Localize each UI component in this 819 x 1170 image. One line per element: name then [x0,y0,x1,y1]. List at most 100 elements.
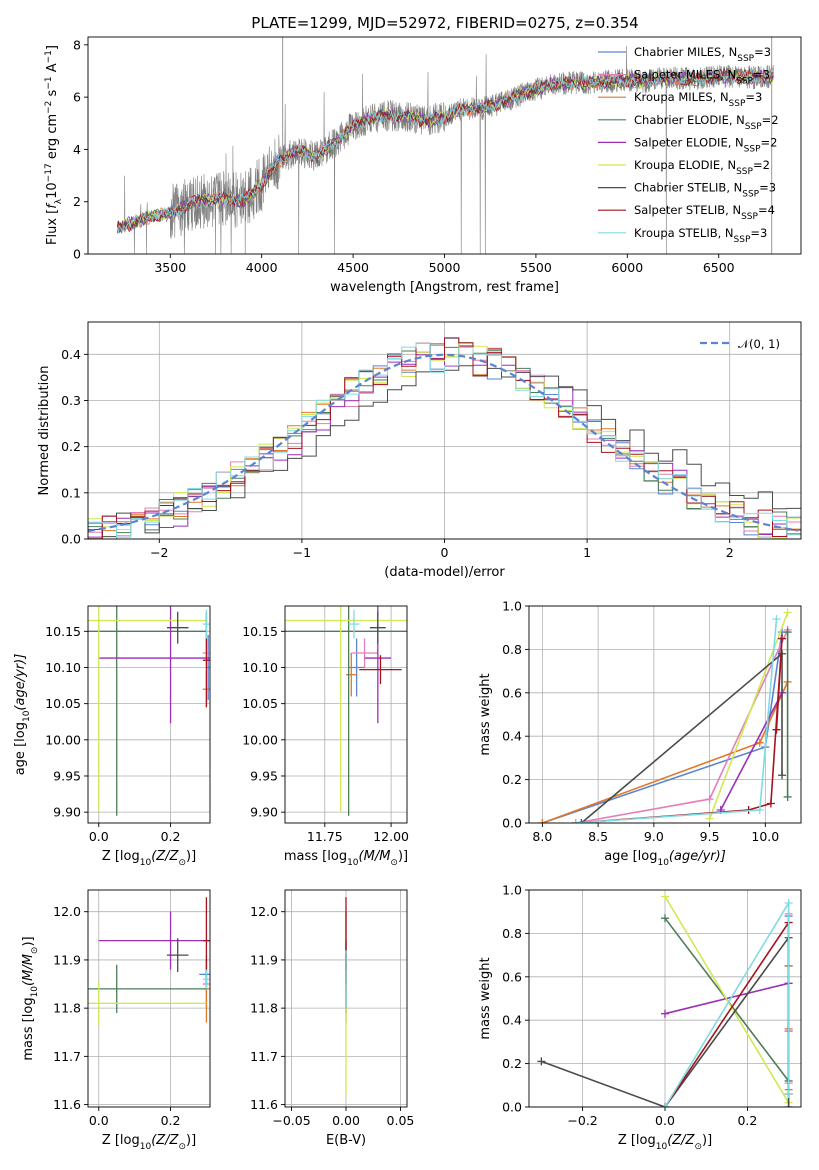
mass-weight-vs-age-x-axis-label: age [log10(age/yr)] [604,849,726,868]
x-tick-label: 0.2 [161,1113,181,1128]
errorbar-point [346,653,357,697]
legend-label: Kroupa STELIB, NSSP=3 [634,226,767,245]
errorbar-point [369,611,386,644]
y-tick-label: 0.0 [502,816,522,831]
x-tick-label: −0.2 [567,1113,597,1128]
y-tick-label: 11.8 [250,1001,278,1016]
y-tick-label: 10.05 [45,696,81,711]
mass-weight-series [575,638,783,823]
y-tick-label: 0.4 [502,1013,522,1028]
mass-weight-marker [755,805,764,814]
mass-vs-z-x-axis-label: Z [log10(Z/Z⊙)] [102,1133,196,1152]
y-tick-label: 0.2 [61,439,81,454]
legend-label: Salpeter ELODIE, NSSP=2 [634,135,777,154]
errorbar-point [202,609,210,639]
y-tick-label: 12.0 [250,904,278,919]
age-vs-mass-frame [284,605,408,824]
y-tick-label: 10.00 [242,732,278,747]
y-tick-label: 9.95 [53,768,81,783]
model-spectrum-line [116,67,774,233]
mass-weight-series [580,651,783,823]
y-tick-label: 10.15 [242,624,278,639]
mass-weight-marker [538,819,547,823]
y-tick-label: 11.7 [53,1049,81,1064]
y-tick-label: 10.10 [242,660,278,675]
mass-weight-marker [705,795,714,804]
mass-weight-marker [778,634,787,643]
errorbar-point [202,969,210,989]
legend-label: Salpeter MILES, NSSP=3 [634,68,770,87]
mass-weight-series [664,919,790,1107]
legend-label: Kroupa MILES, NSSP=3 [634,90,762,109]
residuals-plot-area [88,337,801,539]
x-tick-label: 8.0 [532,829,552,844]
legend-label: 𝒩(0, 1) [738,337,780,351]
age-vs-mass-x-axis-label: mass [log10(M/M⊙)] [284,849,408,868]
y-tick-label: 9.95 [250,768,278,783]
mass-weight-vs-age-plot-area [538,608,792,823]
residual-legend: 𝒩(0, 1) [700,337,780,351]
mass-vs-z-plot-area [88,897,210,1026]
legend-label: Chabrier STELIB, NSSP=3 [634,181,776,200]
y-tick-label: 0.1 [61,485,81,500]
y-tick-label: 10.10 [45,660,81,675]
x-tick-label: 5500 [520,260,552,275]
age-vs-z-plot-area [88,606,210,816]
mass-weight-vs-z-x-axis-label: Z [log10(Z/Z⊙)] [618,1133,712,1152]
mass-weight-series [664,896,790,1104]
mass-weight-marker [661,914,669,923]
age-vs-z-y-axis-label: age [log10(age/yr)] [13,654,32,776]
x-tick-label: 9.5 [700,829,720,844]
age-vs-mass-axes: 11.75 12.00 9.90 9.95 10.00 10.05 10.10 10.15 ma… [242,605,409,868]
x-tick-label: 8.5 [588,829,608,844]
mass-weight-marker [571,819,580,823]
spectrum-axes: 3500 4000 4500 5000 5500 6000 6500 0 2 4 6 8 wavelen… [44,36,802,295]
spectrum-legend: Chabrier MILES, NSSP=3 Salpeter MILES, NS… [598,45,779,245]
spectrum-x-axis-label: wavelength [Angstrom, rest frame] [330,280,559,295]
mass-weight-marker [783,628,792,637]
errorbar-point [88,606,207,813]
mass-weight-marker [784,1089,793,1098]
mass-weight-vs-z-plot-area [537,892,793,1107]
age-vs-z-x-axis-label: Z [log10(Z/Z⊙)] [102,849,196,868]
figure-title: PLATE=1299, MJD=52972, FIBERID=0275, z=0… [251,14,638,32]
mass-weight-marker [783,608,792,617]
x-tick-label: 0.00 [332,1113,360,1128]
errorbar-point [285,606,407,813]
mass-weight-series [719,692,783,811]
errorbar-point [166,611,189,644]
errorbar-point [351,638,378,668]
errorbar-point [98,911,210,970]
mass-weight-marker [778,771,787,780]
y-tick-label: 0 [73,247,81,262]
residuals-axes: −2 −1 0 1 2 0.0 0.1 0.2 0.3 0.4 (data-model)/error… [37,321,802,580]
residuals-x-axis-label: (data-model)/error [384,565,505,580]
y-tick-label: 11.6 [250,1097,278,1112]
x-tick-label: 2 [726,545,734,560]
mass-vs-ebv-axes: −0.05 0.00 0.05 11.6 11.7 11.8 11.9 12.0 E(B-V) [250,889,415,1148]
errorbar-point [348,609,360,639]
mass-weight-marker [537,1057,546,1066]
y-tick-label: 10.00 [45,732,81,747]
x-tick-label: 5000 [429,260,461,275]
y-tick-label: 0.8 [502,926,522,941]
mass-weight-marker [661,1009,669,1018]
y-tick-label: 0.0 [61,532,81,547]
legend-label: Chabrier MILES, NSSP=3 [634,45,771,64]
errorbar-point [98,606,210,724]
legend-label: Chabrier ELODIE, NSSP=2 [634,113,779,132]
mass-weight-marker [772,615,781,624]
mass-weight-marker [705,814,714,823]
x-tick-label: −0.05 [272,1113,310,1128]
y-tick-label: 0.4 [502,729,522,744]
y-tick-label: 9.90 [53,805,81,820]
y-tick-label: 11.9 [53,952,81,967]
mass-weight-vs-age-y-axis-label: mass weight [478,673,493,755]
y-tick-label: 12.0 [53,904,81,919]
y-tick-label: 1.0 [502,599,522,614]
x-tick-label: 0.2 [737,1113,757,1128]
mass-weight-vs-age-axes: 8.0 8.5 9.0 9.5 10.0 0.0 0.2 0.4 0.6 0.8 1.0 age [l… [478,599,802,868]
x-tick-label: 3500 [154,260,186,275]
y-tick-label: 0.2 [502,1056,522,1071]
x-tick-label: 0.05 [387,1113,415,1128]
